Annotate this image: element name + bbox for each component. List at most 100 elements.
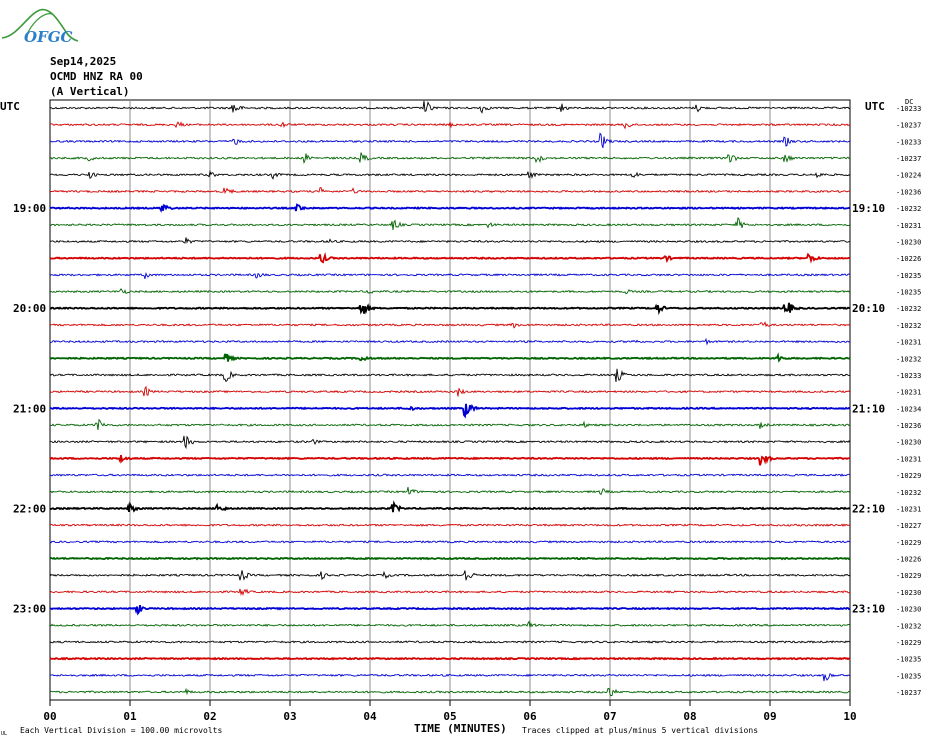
seismic-trace: [49, 435, 851, 450]
seismic-trace: [49, 523, 851, 527]
dc-offset-label: -10234: [896, 405, 921, 413]
x-tick-label: 08: [683, 710, 696, 723]
utc-label-right: UTC: [865, 100, 885, 113]
dc-offset-label: -10231: [896, 505, 921, 513]
dc-offset-label: -10226: [896, 255, 921, 263]
dc-offset-label: -10232: [896, 305, 921, 313]
x-tick-label: 09: [763, 710, 776, 723]
seismic-trace: [49, 556, 851, 561]
plot-date: Sep14,2025: [50, 55, 117, 68]
seismic-trace: [49, 352, 851, 363]
left-hour-label: 22:00: [13, 502, 46, 515]
seismic-trace: [49, 368, 851, 383]
dc-offset-label: -10232: [896, 489, 921, 497]
dc-offset-label: -10232: [896, 622, 921, 630]
dc-offset-label: -10227: [896, 522, 921, 530]
x-axis-title: TIME (MINUTES): [414, 722, 507, 735]
dc-offset-label: -10233: [896, 372, 921, 380]
dc-offset-label: -10235: [896, 672, 921, 680]
dc-offset-label: -10229: [896, 639, 921, 647]
station-channel: OCMD HNZ RA 00: [50, 70, 143, 83]
right-hour-label: 19:10: [852, 202, 885, 215]
seismic-trace: [49, 540, 851, 544]
axis-labels: 00 01 02 03 04 05 06 07 08 09 10 -10233 -10237 -10233…: [13, 105, 921, 723]
seismic-trace: [49, 588, 851, 596]
dc-offset-label: -10237: [896, 155, 921, 163]
seismic-trace: [49, 454, 851, 466]
seismic-trace: [49, 100, 851, 114]
x-tick-label: 05: [443, 710, 456, 723]
dc-offset-label: -10232: [896, 355, 921, 363]
right-hour-label: 20:10: [852, 302, 885, 315]
seismic-trace: [49, 385, 851, 397]
dc-unit-label: DC: [905, 98, 913, 106]
dc-offset-label: -10236: [896, 188, 921, 196]
dc-offset-label: -10231: [896, 339, 921, 347]
dc-offset-label: -10229: [896, 472, 921, 480]
utc-label-left: UTC: [0, 100, 20, 113]
dc-offset-label: -10226: [896, 556, 921, 564]
dc-offset-label: -10235: [896, 272, 921, 280]
seismic-trace: [49, 337, 851, 346]
x-tick-label: 07: [603, 710, 616, 723]
dc-offset-label: -10231: [896, 222, 921, 230]
seismic-trace: [49, 302, 851, 316]
left-hour-label: 23:00: [13, 603, 46, 616]
seismic-trace: [49, 251, 851, 264]
seismic-trace: [49, 473, 850, 477]
dc-offset-label: -10232: [896, 322, 921, 330]
seismic-trace: [49, 203, 851, 213]
dc-offset-label: -10235: [896, 656, 921, 664]
seismic-trace: [49, 605, 851, 616]
right-hour-label: 23:10: [852, 603, 885, 616]
dc-offset-label: -10237: [896, 122, 921, 130]
ofgc-logo: OFGC: [1, 8, 79, 46]
corner-mark: UL: [1, 731, 7, 737]
seismic-trace: [49, 169, 851, 180]
seismic-trace: [49, 418, 851, 431]
right-hour-label: 22:10: [852, 502, 885, 515]
dc-offset-label: -10233: [896, 105, 921, 113]
dc-offset-label: -10224: [896, 172, 921, 180]
component-label: (A Vertical): [50, 85, 130, 98]
seismic-trace: [49, 288, 851, 295]
seismic-trace: [49, 570, 851, 581]
dc-offset-label: -10237: [896, 689, 921, 697]
dc-offset-label: -10231: [896, 455, 921, 463]
seismic-trace: [49, 187, 851, 195]
seismic-trace: [49, 121, 851, 130]
right-hour-label: 21:10: [852, 402, 885, 415]
seismic-trace: [49, 271, 851, 279]
left-hour-label: 20:00: [13, 302, 46, 315]
dc-offset-label: -10230: [896, 606, 921, 614]
dc-offset-label: -10231: [896, 389, 921, 397]
seismic-trace: [49, 620, 851, 628]
logo-swoosh-inner: [27, 13, 53, 33]
x-tick-label: 02: [203, 710, 216, 723]
dc-offset-label: -10229: [896, 572, 921, 580]
left-hour-label: 21:00: [13, 402, 46, 415]
seismic-trace: [49, 673, 851, 682]
seismic-trace: [49, 237, 851, 244]
dc-offset-label: -10233: [896, 138, 921, 146]
dc-offset-label: -10232: [896, 205, 921, 213]
scale-note: Each Vertical Division = 100.00 microvol…: [20, 726, 222, 735]
dc-offset-label: -10235: [896, 289, 921, 297]
seismic-trace: [49, 216, 851, 231]
seismic-trace: [49, 321, 851, 329]
x-tick-label: 10: [843, 710, 856, 723]
x-tick-label: 04: [363, 710, 377, 723]
seismic-trace: [49, 132, 851, 149]
minute-grid: [49, 99, 851, 706]
seismic-trace: [49, 687, 850, 697]
x-tick-label: 03: [283, 710, 296, 723]
clip-note: Traces clipped at plus/minus 5 vertical …: [522, 726, 758, 735]
logo-text: OFGC: [24, 28, 73, 46]
dc-offset-label: -10230: [896, 238, 921, 246]
x-tick-label: 06: [523, 710, 537, 723]
seismic-traces: [49, 100, 851, 697]
seismic-trace: [49, 486, 851, 496]
dc-offset-label: -10230: [896, 589, 921, 597]
x-tick-label: 01: [123, 710, 137, 723]
x-tick-label: 00: [43, 710, 56, 723]
